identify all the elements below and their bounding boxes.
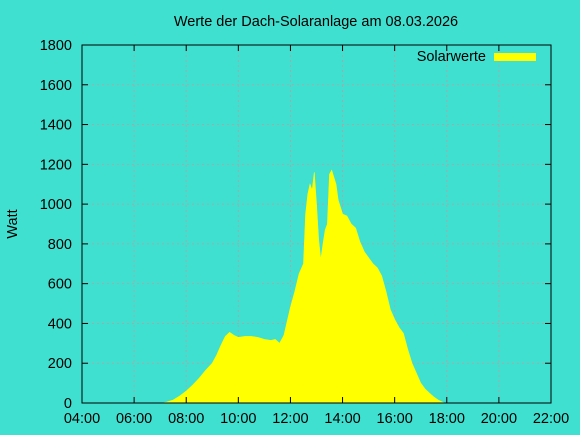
y-tick-label: 800: [48, 237, 72, 253]
y-axis-ticks: 0 200 400 600 800 1000 1200 1400 1600 1800: [40, 38, 551, 412]
y-tick-label: 1600: [40, 78, 72, 94]
x-axis-ticks: 04:00 06:00 08:00 10:00 12:00 14:00 16:00 18:00…: [64, 45, 569, 427]
y-tick-label: 1200: [40, 157, 72, 173]
legend: Solarwerte: [417, 49, 536, 65]
grid-lines: [82, 45, 551, 403]
x-tick-label: 20:00: [481, 411, 517, 427]
x-tick-label: 10:00: [220, 411, 256, 427]
x-tick-label: 18:00: [429, 411, 465, 427]
x-tick-label: 12:00: [272, 411, 308, 427]
y-tick-label: 1400: [40, 118, 72, 134]
y-tick-label: 400: [48, 316, 72, 332]
x-tick-label: 04:00: [64, 411, 100, 427]
y-tick-label: 600: [48, 277, 72, 293]
y-tick-label: 0: [64, 396, 72, 412]
legend-swatch-solarwerte: [494, 53, 536, 61]
plot-frame: [81, 44, 552, 404]
y-tick-label: 200: [48, 356, 72, 372]
chart-title: Werte der Dach-Solaranlage am 08.03.2026: [174, 14, 458, 30]
y-tick-label: 1800: [40, 38, 72, 54]
series-area-solarwerte: [162, 169, 445, 404]
x-tick-label: 08:00: [168, 411, 204, 427]
x-tick-label: 06:00: [116, 411, 152, 427]
x-tick-label: 22:00: [533, 411, 569, 427]
x-tick-label: 16:00: [377, 411, 413, 427]
x-tick-label: 14:00: [324, 411, 360, 427]
y-tick-label: 1000: [40, 197, 72, 213]
legend-label-solarwerte: Solarwerte: [417, 49, 486, 65]
y-axis-label: Watt: [5, 209, 21, 238]
